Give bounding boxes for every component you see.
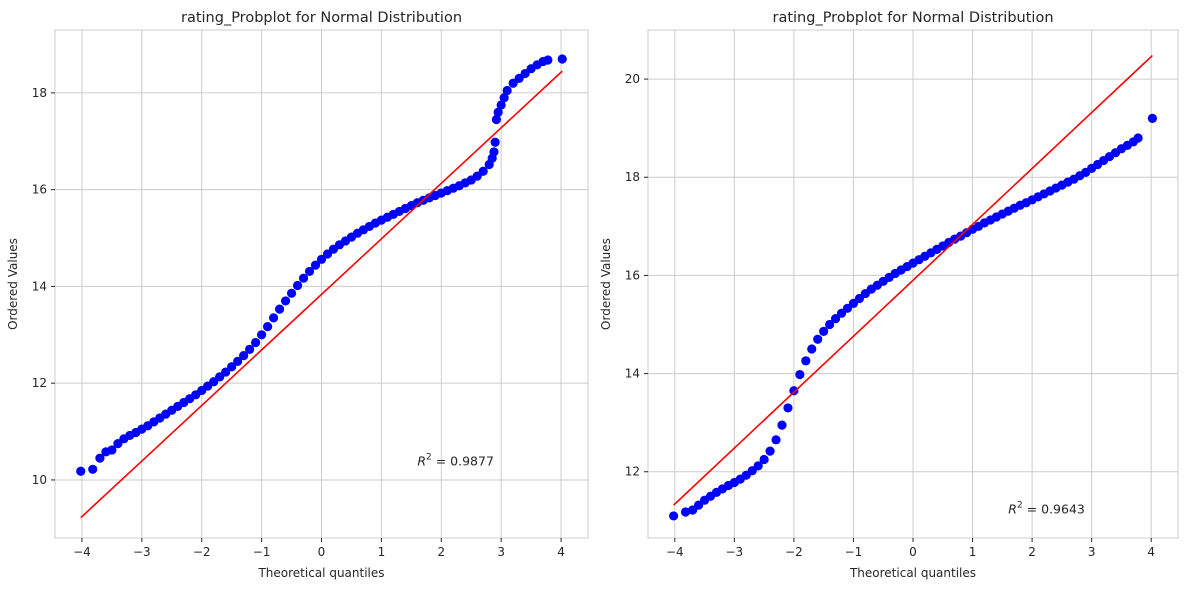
data-point	[286, 288, 297, 298]
data-point	[1147, 113, 1157, 123]
x-tick-label: −1	[845, 545, 863, 559]
data-point	[316, 254, 327, 264]
x-tick-label: −3	[725, 545, 743, 559]
data-point	[239, 351, 249, 361]
x-tick-label: 0	[318, 545, 326, 559]
data-point	[493, 107, 503, 117]
data-point	[825, 319, 835, 330]
data-point	[88, 464, 98, 474]
data-point	[801, 356, 811, 366]
x-axis-label: Theoretical quantiles	[257, 566, 384, 580]
data-points	[76, 54, 567, 476]
data-point	[771, 435, 781, 445]
data-point	[227, 362, 237, 372]
data-point	[783, 403, 793, 413]
data-point	[813, 334, 823, 344]
data-point	[263, 321, 273, 332]
y-axis-label: Ordered Values	[599, 238, 613, 330]
data-point	[499, 93, 509, 103]
chart-title: rating_Probplot for Normal Distribution	[181, 10, 462, 26]
data-point	[304, 266, 315, 277]
data-point	[310, 260, 321, 270]
y-tick-label: 14	[32, 279, 47, 293]
x-axis-label: Theoretical quantiles	[849, 566, 976, 580]
r-squared-annotation: R2 = 0.9877	[417, 452, 494, 468]
data-point	[557, 54, 567, 64]
data-point	[543, 55, 553, 65]
data-point	[245, 344, 255, 354]
data-point	[830, 314, 841, 324]
data-point	[490, 137, 500, 147]
r-squared-annotation: R2 = 0.9643	[1008, 500, 1085, 516]
x-tick-label: 1	[378, 545, 386, 559]
data-point	[478, 166, 488, 176]
data-point	[680, 507, 691, 517]
data-point	[292, 280, 303, 291]
x-tick-label: 1	[969, 545, 977, 559]
data-point	[777, 420, 787, 430]
x-tick-label: 3	[1088, 545, 1096, 559]
data-point	[807, 344, 817, 354]
data-point	[765, 446, 775, 456]
y-tick-label: 18	[625, 170, 640, 184]
chart-title: rating_Probplot for Normal Distribution	[772, 10, 1053, 26]
y-tick-label: 18	[32, 86, 47, 100]
data-point	[107, 445, 117, 455]
x-tick-label: −4	[73, 545, 91, 559]
y-tick-label: 12	[625, 465, 640, 479]
data-point	[491, 114, 501, 125]
x-tick-label: 4	[557, 545, 565, 559]
data-point	[789, 386, 799, 396]
x-tick-label: −4	[666, 545, 684, 559]
data-point	[669, 511, 679, 521]
data-point	[759, 454, 769, 465]
x-tick-label: 2	[437, 545, 445, 559]
data-point	[280, 296, 291, 306]
data-point	[795, 369, 805, 380]
x-tick-label: 3	[497, 545, 505, 559]
x-tick-label: 2	[1028, 545, 1036, 559]
data-point	[298, 273, 309, 283]
data-points	[669, 113, 1157, 521]
y-tick-label: 20	[625, 72, 640, 86]
y-tick-label: 16	[32, 183, 47, 197]
data-point	[95, 453, 105, 463]
data-point	[819, 326, 829, 336]
y-tick-label: 10	[32, 473, 47, 487]
fit-line	[673, 54, 1153, 506]
x-tick-label: −2	[193, 545, 211, 559]
x-tick-label: 0	[909, 545, 917, 559]
data-point	[257, 330, 267, 340]
y-axis-label: Ordered Values	[6, 238, 20, 330]
data-point	[496, 100, 506, 110]
y-tick-label: 12	[32, 376, 47, 390]
x-tick-label: −3	[133, 545, 151, 559]
data-point	[233, 356, 243, 367]
fit-line	[80, 70, 563, 519]
x-tick-label: −1	[253, 545, 271, 559]
data-point	[489, 147, 499, 157]
data-point	[268, 313, 279, 323]
data-point	[753, 461, 763, 471]
y-tick-label: 16	[625, 268, 640, 282]
data-point	[221, 367, 231, 377]
data-point	[502, 85, 512, 96]
data-point	[251, 337, 261, 348]
data-point	[76, 466, 86, 476]
x-tick-label: 4	[1147, 545, 1155, 559]
data-point	[274, 304, 285, 314]
x-tick-label: −2	[785, 545, 803, 559]
data-point	[1133, 133, 1143, 143]
y-tick-label: 14	[625, 367, 640, 381]
